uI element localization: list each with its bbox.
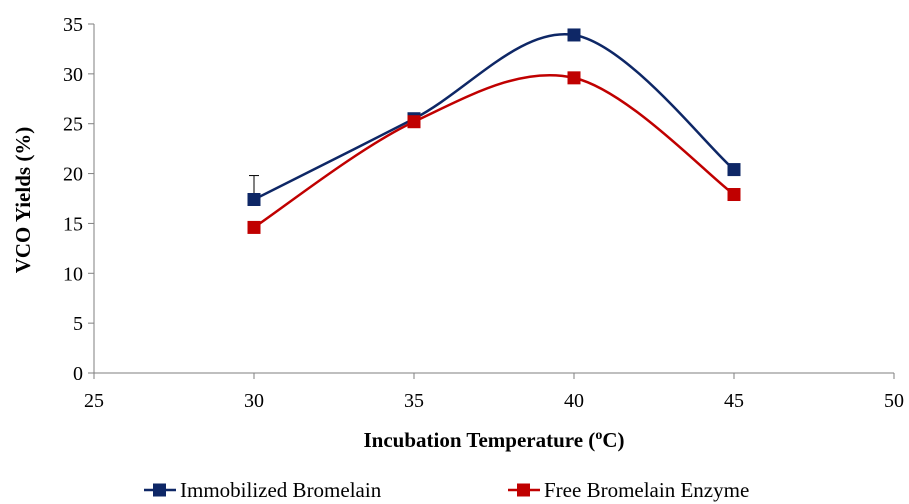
- plot-area: [247, 28, 741, 234]
- y-tick-label: 20: [63, 164, 83, 186]
- legend: Immobilized Bromelain Free Bromelain Enzy…: [144, 478, 749, 502]
- legend-marker: [153, 483, 166, 497]
- y-ticks: 0 5 10 15 20 25 30 35: [63, 14, 94, 385]
- y-tick-label: 25: [63, 114, 83, 136]
- data-point: [247, 192, 261, 206]
- x-ticks: 25 30 35 40 45 50: [84, 373, 904, 412]
- data-point: [567, 28, 581, 42]
- x-tick-label: 30: [244, 390, 264, 412]
- x-tick-label: 40: [564, 390, 584, 412]
- legend-item-1: Immobilized Bromelain: [144, 478, 382, 502]
- x-tick-label: 50: [884, 390, 904, 412]
- x-axis-title-superscript: o: [595, 428, 602, 443]
- y-tick-label: 10: [63, 263, 83, 285]
- series-line: [253, 73, 735, 229]
- x-axis-title-text: Incubation Temperature (: [364, 428, 596, 452]
- legend-item-2: Free Bromelain Enzyme: [508, 478, 749, 502]
- x-axis-title-suffix: C): [602, 428, 624, 452]
- legend-marker: [517, 483, 530, 497]
- x-tick-label: 35: [404, 390, 424, 412]
- y-tick-label: 15: [63, 213, 83, 235]
- series-line: [253, 32, 735, 201]
- y-tick-label: 35: [63, 14, 83, 36]
- legend-label: Free Bromelain Enzyme: [544, 478, 749, 502]
- data-point: [407, 115, 421, 129]
- x-tick-label: 45: [724, 390, 744, 412]
- data-point: [727, 188, 741, 202]
- y-tick-label: 0: [73, 363, 83, 385]
- legend-label: Immobilized Bromelain: [180, 478, 382, 502]
- x-tick-label: 25: [84, 390, 104, 412]
- y-tick-label: 5: [73, 313, 83, 335]
- data-point: [247, 220, 261, 234]
- x-axis-title: Incubation Temperature (oC): [364, 428, 625, 452]
- y-axis-title: VCO Yields (%): [11, 127, 35, 274]
- data-point: [567, 71, 581, 85]
- y-tick-label: 30: [63, 64, 83, 86]
- series-2: [247, 71, 741, 234]
- data-point: [727, 163, 741, 177]
- axes: 0 5 10 15 20 25 30 35 25 30 35 40 45 50: [63, 14, 904, 412]
